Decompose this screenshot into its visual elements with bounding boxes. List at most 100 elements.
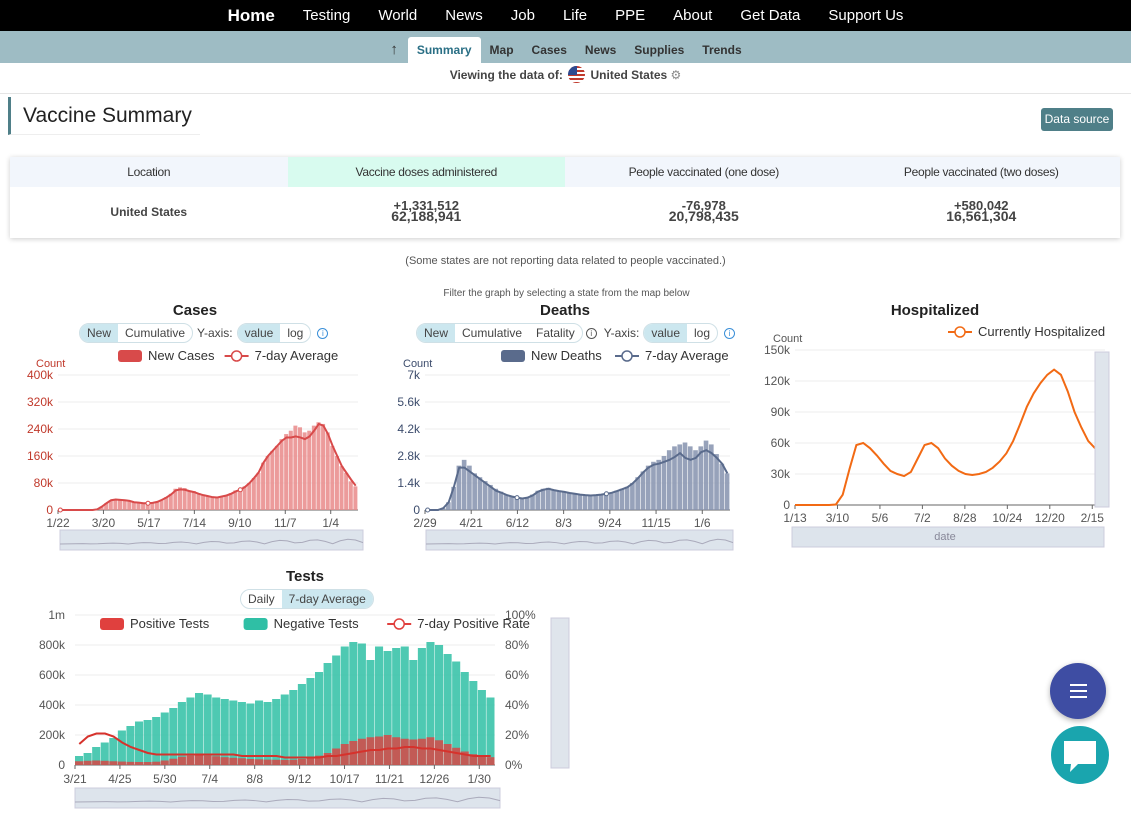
arrow-up-icon[interactable]: ↑ — [390, 41, 398, 58]
country-select[interactable]: United States — [590, 68, 668, 82]
data-bar — [719, 463, 725, 510]
legend-label: 7-day Average — [645, 348, 729, 363]
deaths-value-toggle[interactable]: value — [644, 324, 687, 342]
deaths-fatality-toggle[interactable]: Fatality — [536, 326, 575, 340]
negative-bar — [460, 672, 469, 765]
info-icon[interactable]: i — [317, 327, 329, 339]
tab-map[interactable]: Map — [489, 43, 514, 57]
deaths-yaxis-label: Y-axis: — [603, 326, 640, 340]
x-tick-label: 8/28 — [953, 511, 977, 525]
sub-nav: ↑ Summary Map Cases News Supplies Trends — [0, 31, 1131, 63]
tab-summary[interactable]: Summary — [407, 37, 481, 63]
nav-job[interactable]: Job — [510, 7, 535, 24]
data-bar — [159, 499, 164, 510]
tab-supplies[interactable]: Supplies — [634, 43, 685, 57]
nav-world[interactable]: World — [378, 7, 418, 24]
data-bar — [609, 492, 614, 510]
data-bar — [339, 466, 344, 510]
negative-bar — [135, 721, 144, 765]
data-bar — [307, 430, 312, 510]
nav-news[interactable]: News — [445, 7, 483, 24]
positive-bar — [229, 757, 238, 765]
legend-swatch-dot — [230, 350, 243, 362]
nav-support-us[interactable]: Support Us — [828, 7, 904, 24]
y-tick-label: 150k — [764, 343, 791, 357]
data-bar — [108, 500, 113, 510]
x-tick-label: 11/15 — [641, 516, 670, 530]
nav-ppe[interactable]: PPE — [615, 7, 646, 24]
data-bar — [603, 493, 609, 510]
tests-chart[interactable]: Positive Tests Negative Tests 7-day Positi… — [20, 605, 580, 815]
data-bar — [661, 456, 667, 510]
data-bar — [566, 492, 572, 510]
cases-chart[interactable]: New Cases 7-day Average 0 80k 160k 240k 320k 40… — [20, 345, 370, 555]
zoom-slider — [74, 787, 501, 809]
positive-bar — [237, 758, 246, 765]
deaths-mode-group: New Cumulative Fatality — [416, 323, 583, 343]
positive-bar — [477, 756, 486, 765]
x-tick-label: 7/4 — [201, 772, 218, 786]
data-bar — [708, 444, 714, 510]
data-bar — [588, 495, 593, 510]
tab-news[interactable]: News — [584, 43, 617, 57]
hospitalized-chart[interactable]: Currently Hospitalized 0 30k 60k 90k 120k 150k… — [745, 320, 1125, 555]
data-source-button[interactable]: Data source — [1041, 108, 1113, 131]
data-bar — [503, 494, 509, 510]
data-bar — [284, 434, 289, 510]
negative-bar — [126, 726, 135, 765]
tests-daily-toggle[interactable]: Daily — [248, 592, 275, 606]
chat-icon — [1064, 741, 1096, 772]
data-bar — [556, 490, 562, 510]
x-tick-label: 12/26 — [419, 772, 449, 786]
negative-bar — [83, 753, 92, 765]
data-bar — [551, 489, 556, 510]
negative-bar — [349, 642, 358, 765]
deaths-chart[interactable]: New Deaths 7-day Average 0 1.4k 2.8k 4.2k 5.6k… — [385, 345, 740, 555]
data-bar — [247, 483, 252, 510]
x-tick-label: 8/3 — [555, 516, 572, 530]
tab-trends[interactable]: Trends — [702, 43, 742, 57]
y2-tick-label: 80% — [505, 638, 529, 652]
nav-testing[interactable]: Testing — [302, 7, 351, 24]
cases-value-toggle[interactable]: value — [237, 324, 281, 342]
deaths-new-toggle[interactable]: New — [417, 324, 456, 342]
positive-bar — [400, 738, 409, 765]
positive-bar — [203, 755, 212, 765]
deaths-cumulative-toggle[interactable]: Cumulative — [462, 326, 523, 340]
gear-icon[interactable]: ⚙ — [670, 68, 682, 82]
negative-bar — [117, 730, 126, 765]
data-bar — [233, 490, 238, 510]
y-zoom-slider — [550, 617, 570, 769]
positive-bar — [246, 759, 255, 765]
info-icon[interactable]: i — [724, 327, 736, 339]
data-bar — [344, 472, 349, 510]
data-bar — [353, 486, 358, 510]
deaths-log-toggle[interactable]: log — [694, 326, 711, 340]
negative-bar — [203, 694, 212, 765]
one-dose-delta: -76,978 — [681, 198, 726, 213]
data-bar — [561, 491, 567, 510]
negative-bar — [246, 703, 255, 765]
data-bar — [261, 462, 266, 510]
positive-bar — [392, 737, 401, 765]
positive-bar — [212, 756, 221, 765]
tests-7day-toggle[interactable]: 7-day Average — [281, 590, 373, 608]
nav-life[interactable]: Life — [562, 7, 588, 24]
data-bar — [330, 445, 335, 510]
positive-bar — [75, 761, 84, 765]
cases-cumulative-toggle[interactable]: Cumulative — [125, 326, 186, 340]
cases-log-toggle[interactable]: log — [287, 326, 304, 340]
cases-new-toggle[interactable]: New — [80, 324, 119, 342]
negative-bar — [75, 756, 84, 765]
fatality-info-icon[interactable]: i — [585, 327, 597, 339]
data-bar — [334, 456, 339, 510]
tab-cases[interactable]: Cases — [531, 43, 567, 57]
nav-about[interactable]: About — [673, 7, 713, 24]
nav-home[interactable]: Home — [227, 5, 275, 25]
positive-bar — [443, 744, 452, 765]
chat-button[interactable] — [1051, 726, 1109, 784]
menu-button[interactable] — [1050, 663, 1106, 719]
data-bar — [572, 493, 577, 510]
y-axis-label: Count — [773, 333, 802, 345]
nav-get-data[interactable]: Get Data — [740, 7, 801, 24]
